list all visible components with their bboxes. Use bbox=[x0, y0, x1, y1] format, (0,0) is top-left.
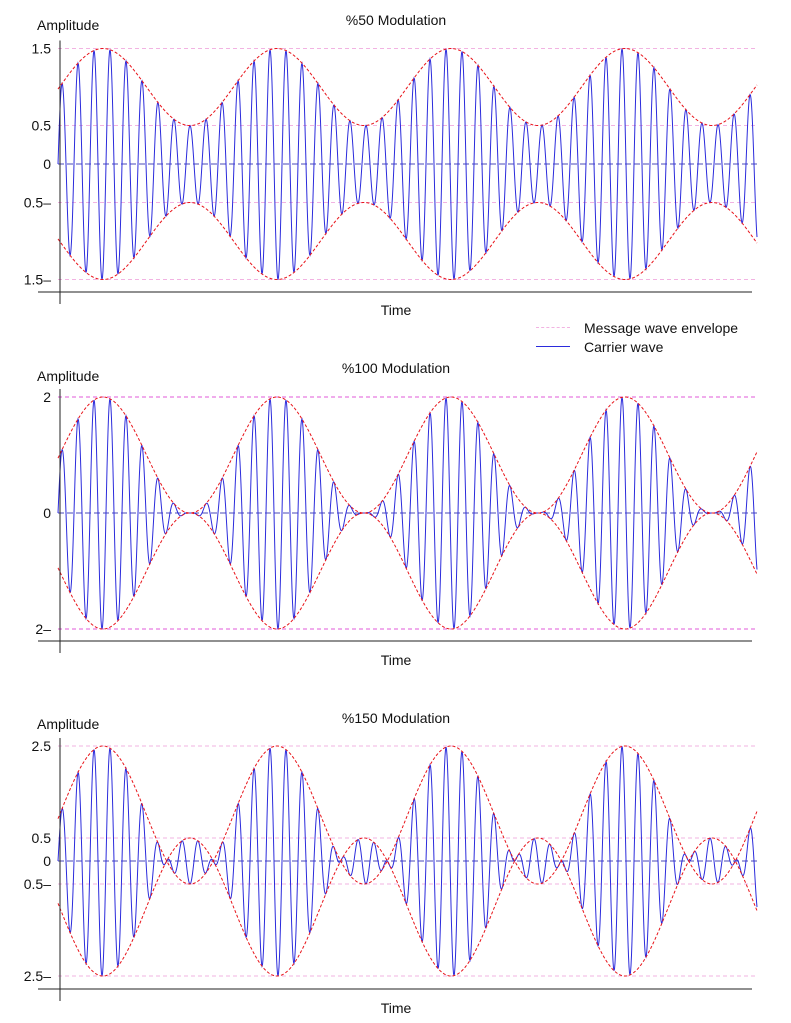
x-axis-label: Time bbox=[381, 652, 412, 668]
y-tick-label: 0 bbox=[43, 505, 51, 521]
y-axis-label: Amplitude bbox=[37, 368, 99, 384]
legend: Message wave envelope Carrier wave bbox=[536, 318, 786, 356]
legend-item-envelope: Message wave envelope bbox=[536, 318, 786, 337]
envelope-lower-line bbox=[57, 837, 758, 977]
chart-modulation-150: %150 Modulation Amplitude Time 2.5 0.5 0 0.… bbox=[24, 710, 758, 1016]
y-tick-label: 1.5– bbox=[24, 272, 51, 288]
legend-label: Message wave envelope bbox=[584, 319, 739, 336]
legend-label: Carrier wave bbox=[584, 338, 664, 355]
y-tick-label: 2 bbox=[43, 389, 51, 405]
envelope-upper-line bbox=[57, 745, 758, 885]
plot-area: 2.5 0.5 0 0.5– 2.5– bbox=[24, 738, 758, 1001]
y-tick-label: 1.5 bbox=[32, 41, 52, 57]
chart-title: %50 Modulation bbox=[346, 12, 446, 28]
envelope-swatch-icon bbox=[536, 327, 570, 328]
carrier-wave-line bbox=[57, 48, 758, 280]
chart-modulation-50: %50 Modulation Amplitude Time 1.5 0.5 0 0.5… bbox=[24, 12, 758, 318]
chart-title: %150 Modulation bbox=[342, 710, 450, 726]
y-tick-label: 2.5 bbox=[32, 738, 52, 754]
y-axis-label: Amplitude bbox=[37, 17, 99, 33]
y-tick-label: 0.5– bbox=[24, 195, 51, 211]
y-tick-label: 0 bbox=[43, 853, 51, 869]
envelope-lower-line bbox=[57, 512, 758, 630]
envelope-upper-line bbox=[57, 47, 758, 127]
y-axis-label: Amplitude bbox=[37, 716, 99, 732]
x-axis-label: Time bbox=[381, 1000, 412, 1016]
plot-area: 2 0 2– bbox=[35, 389, 758, 653]
envelope-upper-line bbox=[57, 396, 758, 514]
chart-modulation-100: %100 Modulation Amplitude Time 2 0 2– bbox=[35, 360, 758, 668]
y-tick-label: 0.5– bbox=[24, 876, 51, 892]
y-tick-label: 2.5– bbox=[24, 968, 51, 984]
chart-title: %100 Modulation bbox=[342, 360, 450, 376]
y-tick-label: 0.5 bbox=[32, 830, 52, 846]
y-tick-label: 0.5 bbox=[32, 118, 52, 134]
plot-area: 1.5 0.5 0 0.5– 1.5– bbox=[24, 40, 758, 304]
y-tick-label: 2– bbox=[35, 621, 51, 637]
x-axis-label: Time bbox=[381, 302, 412, 318]
legend-item-carrier: Carrier wave bbox=[536, 337, 786, 356]
carrier-swatch-icon bbox=[536, 346, 570, 347]
y-tick-label: 0 bbox=[43, 156, 51, 172]
envelope-lower-line bbox=[57, 201, 758, 281]
